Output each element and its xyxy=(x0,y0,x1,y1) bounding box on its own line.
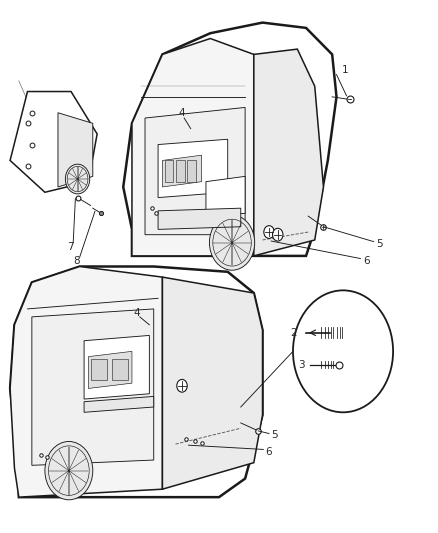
Text: 6: 6 xyxy=(363,256,369,266)
Circle shape xyxy=(209,215,254,270)
Polygon shape xyxy=(32,309,154,465)
Polygon shape xyxy=(84,397,154,413)
Circle shape xyxy=(272,228,283,241)
Text: 4: 4 xyxy=(179,108,185,118)
Polygon shape xyxy=(158,208,241,229)
Text: 1: 1 xyxy=(342,66,349,75)
Text: 5: 5 xyxy=(272,430,278,440)
Polygon shape xyxy=(176,160,185,182)
Circle shape xyxy=(177,379,187,392)
Circle shape xyxy=(45,441,93,500)
Polygon shape xyxy=(162,277,262,489)
Polygon shape xyxy=(158,139,228,198)
Circle shape xyxy=(264,225,274,238)
Text: 6: 6 xyxy=(266,447,272,457)
Polygon shape xyxy=(254,49,323,256)
Text: 7: 7 xyxy=(67,242,74,252)
Polygon shape xyxy=(123,22,336,256)
Polygon shape xyxy=(84,335,149,399)
Text: 8: 8 xyxy=(73,256,80,266)
Polygon shape xyxy=(91,359,107,381)
Text: 5: 5 xyxy=(376,239,382,249)
Text: 3: 3 xyxy=(298,360,305,369)
Polygon shape xyxy=(132,38,254,256)
Text: 4: 4 xyxy=(134,308,141,318)
Polygon shape xyxy=(10,266,162,497)
Polygon shape xyxy=(206,176,245,214)
Polygon shape xyxy=(112,359,128,381)
Polygon shape xyxy=(88,351,132,389)
Polygon shape xyxy=(187,160,196,182)
Polygon shape xyxy=(10,92,97,192)
Polygon shape xyxy=(162,155,201,187)
Polygon shape xyxy=(58,113,93,187)
Polygon shape xyxy=(145,108,245,235)
Polygon shape xyxy=(165,160,173,182)
Circle shape xyxy=(65,164,90,194)
Circle shape xyxy=(293,290,393,413)
Text: 2: 2 xyxy=(290,328,297,338)
Polygon shape xyxy=(10,266,262,497)
